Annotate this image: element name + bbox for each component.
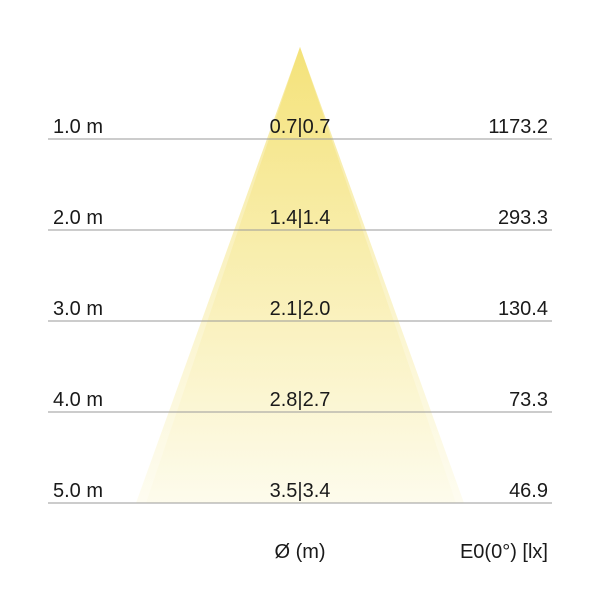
illuminance-value: 73.3 [509, 389, 548, 411]
distance-label: 3.0 m [53, 298, 104, 320]
diameter-value: 3.5|3.4 [269, 480, 331, 502]
illuminance-value: 293.3 [497, 207, 548, 229]
diameter-value: 1.4|1.4 [269, 207, 331, 229]
diameter-column-label: Ø (m) [274, 541, 326, 563]
distance-label: 5.0 m [53, 480, 104, 502]
illuminance-value: 130.4 [497, 298, 548, 320]
diameter-value: 2.1|2.0 [269, 298, 331, 320]
distance-label: 4.0 m [53, 389, 104, 411]
illuminance-value: 46.9 [509, 480, 548, 502]
distance-label: 2.0 m [53, 207, 104, 229]
illuminance-column-label: E0(0°) [lx] [459, 541, 548, 563]
light-cone-inner [146, 47, 456, 503]
distance-label: 1.0 m [53, 116, 104, 138]
illuminance-value: 1173.2 [488, 116, 548, 138]
diameter-value: 0.7|0.7 [269, 116, 331, 138]
diameter-value: 2.8|2.7 [269, 389, 331, 411]
